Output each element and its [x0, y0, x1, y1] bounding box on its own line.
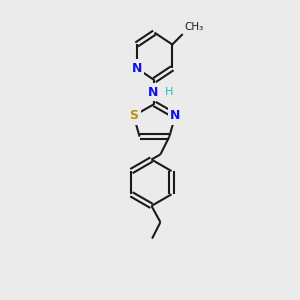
Text: S: S: [129, 109, 138, 122]
Text: CH₃: CH₃: [184, 22, 203, 32]
Text: N: N: [170, 109, 181, 122]
Text: N: N: [131, 62, 142, 75]
Text: N: N: [148, 85, 158, 98]
Text: H: H: [165, 87, 173, 97]
